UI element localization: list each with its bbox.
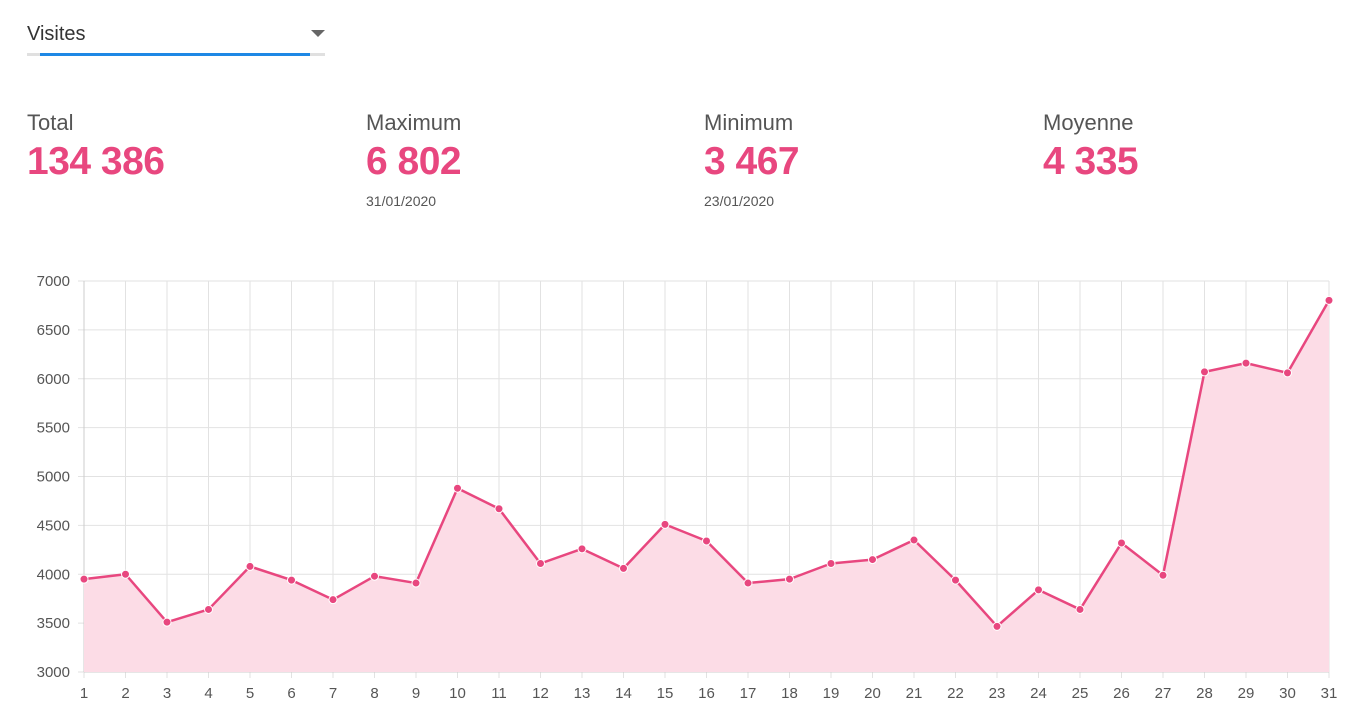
x-tick-label: 8 bbox=[370, 685, 378, 702]
stat-date: 23/01/2020 bbox=[704, 193, 775, 209]
stat-value: 4 335 bbox=[1043, 140, 1139, 183]
select-underline bbox=[40, 53, 310, 56]
data-point bbox=[619, 563, 628, 573]
stat-label: Moyenne bbox=[1043, 110, 1134, 135]
y-tick-label: 4500 bbox=[37, 517, 70, 534]
data-point bbox=[453, 483, 462, 493]
metric-select[interactable]: Visites bbox=[27, 18, 325, 58]
data-point bbox=[1324, 295, 1334, 305]
stat-average: Moyenne 4 335 bbox=[1043, 110, 1139, 186]
x-tick-label: 27 bbox=[1155, 685, 1172, 702]
stat-value: 134 386 bbox=[27, 140, 165, 183]
data-point bbox=[951, 575, 960, 585]
data-point bbox=[743, 578, 753, 588]
data-point bbox=[287, 575, 296, 585]
x-tick-label: 29 bbox=[1238, 685, 1255, 702]
metric-select-value: Visites bbox=[27, 23, 86, 45]
data-point bbox=[1117, 538, 1126, 548]
y-tick-label: 3500 bbox=[37, 615, 70, 632]
data-point bbox=[162, 617, 172, 627]
x-tick-label: 5 bbox=[246, 685, 254, 702]
data-point bbox=[702, 536, 711, 546]
data-point bbox=[370, 571, 379, 581]
x-tick-label: 4 bbox=[204, 685, 212, 702]
x-tick-label: 7 bbox=[329, 685, 337, 702]
x-tick-label: 21 bbox=[906, 685, 923, 702]
x-tick-label: 25 bbox=[1072, 685, 1089, 702]
data-point bbox=[79, 574, 89, 584]
data-point bbox=[536, 558, 545, 568]
y-tick-label: 7000 bbox=[37, 273, 70, 290]
x-tick-label: 15 bbox=[657, 685, 674, 702]
y-tick-label: 5500 bbox=[37, 420, 70, 437]
x-tick-label: 10 bbox=[449, 685, 466, 702]
stat-date: 31/01/2020 bbox=[366, 193, 437, 209]
x-tick-label: 17 bbox=[740, 685, 757, 702]
x-tick-label: 12 bbox=[532, 685, 549, 702]
stat-minimum: Minimum 3 467 23/01/2020 bbox=[704, 110, 800, 209]
stat-value: 3 467 bbox=[704, 140, 800, 183]
stat-label: Minimum bbox=[704, 110, 794, 135]
x-tick-label: 6 bbox=[287, 685, 295, 702]
x-tick-label: 23 bbox=[989, 685, 1006, 702]
y-tick-label: 6500 bbox=[37, 322, 70, 339]
data-point bbox=[1200, 367, 1209, 377]
stat-value: 6 802 bbox=[366, 140, 462, 183]
x-tick-label: 19 bbox=[823, 685, 840, 702]
x-tick-label: 14 bbox=[615, 685, 632, 702]
series-area bbox=[84, 300, 1329, 672]
x-tick-label: 2 bbox=[121, 685, 129, 702]
x-tick-label: 13 bbox=[574, 685, 591, 702]
data-point bbox=[1034, 585, 1043, 595]
data-point bbox=[660, 519, 670, 529]
x-tick-label: 20 bbox=[864, 685, 881, 702]
x-tick-label: 22 bbox=[947, 685, 964, 702]
x-tick-label: 18 bbox=[781, 685, 798, 702]
data-point bbox=[245, 561, 255, 571]
data-point bbox=[577, 544, 587, 554]
data-point bbox=[909, 535, 919, 545]
x-tick-label: 30 bbox=[1279, 685, 1296, 702]
y-tick-label: 4000 bbox=[37, 566, 70, 583]
data-point bbox=[785, 574, 794, 584]
data-point bbox=[1241, 358, 1251, 368]
x-tick-label: 3 bbox=[163, 685, 171, 702]
data-point bbox=[121, 569, 130, 579]
data-point bbox=[1158, 570, 1168, 580]
x-tick-label: 28 bbox=[1196, 685, 1213, 702]
data-point bbox=[868, 555, 877, 565]
data-point bbox=[1075, 604, 1085, 614]
stat-total: Total 134 386 bbox=[27, 110, 165, 186]
stat-maximum: Maximum 6 802 31/01/2020 bbox=[366, 110, 462, 209]
data-point bbox=[1283, 368, 1292, 378]
dropdown-arrow-icon[interactable] bbox=[311, 30, 325, 37]
x-tick-label: 9 bbox=[412, 685, 420, 702]
x-tick-label: 26 bbox=[1113, 685, 1130, 702]
data-point bbox=[204, 604, 213, 614]
data-point bbox=[494, 504, 504, 514]
data-point bbox=[826, 558, 836, 568]
data-point bbox=[328, 595, 338, 605]
stat-label: Maximum bbox=[366, 110, 462, 135]
data-point bbox=[411, 578, 421, 588]
x-tick-label: 16 bbox=[698, 685, 715, 702]
x-tick-label: 1 bbox=[80, 685, 88, 702]
x-tick-label: 31 bbox=[1321, 685, 1338, 702]
y-tick-label: 3000 bbox=[37, 664, 70, 681]
x-tick-label: 11 bbox=[491, 685, 507, 702]
y-tick-label: 6000 bbox=[37, 371, 70, 388]
stat-label: Total bbox=[27, 110, 74, 135]
y-tick-label: 5000 bbox=[37, 469, 70, 486]
data-point bbox=[992, 621, 1002, 631]
x-tick-label: 24 bbox=[1030, 685, 1047, 702]
